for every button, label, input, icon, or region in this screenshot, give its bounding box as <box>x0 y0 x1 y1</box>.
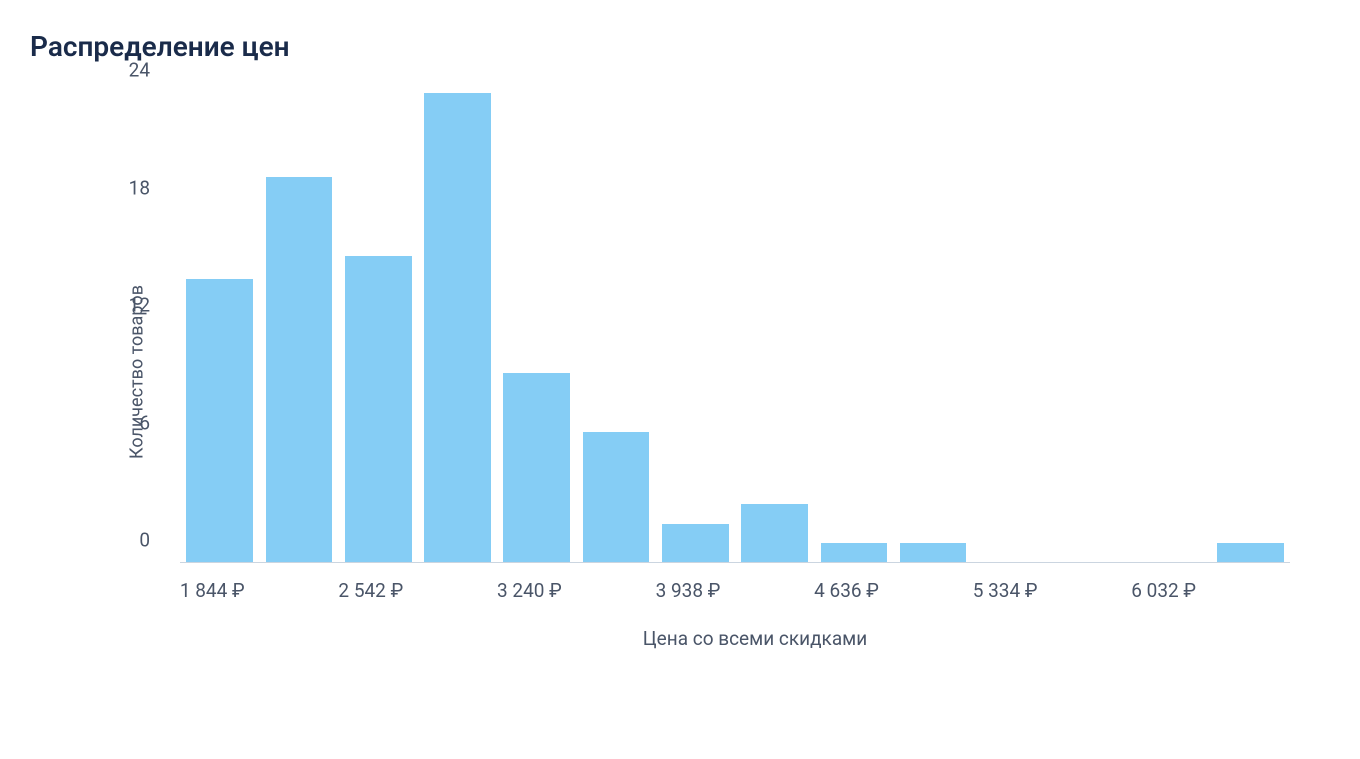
histogram-bar <box>741 504 808 563</box>
histogram-bar <box>821 543 888 563</box>
bar-slot <box>894 93 973 563</box>
x-tick-label: 2 542 ₽ <box>338 579 403 602</box>
chart-title: Распределение цен <box>30 30 1330 63</box>
x-tick-label: 5 334 ₽ <box>973 579 1038 602</box>
baseline <box>180 562 1290 563</box>
bar-slot <box>1131 93 1210 563</box>
x-tick-label: 3 938 ₽ <box>656 579 721 602</box>
y-tick-label: 12 <box>110 294 150 317</box>
bar-slot <box>339 93 418 563</box>
bar-slot <box>497 93 576 563</box>
y-tick-label: 18 <box>110 176 150 199</box>
histogram-bar <box>1217 543 1284 563</box>
histogram-bar <box>266 177 333 563</box>
bar-slot <box>656 93 735 563</box>
histogram-bar <box>583 432 650 563</box>
chart-body: Количество товаров 06121824 1 844 ₽2 542… <box>120 93 1330 650</box>
y-tick-label: 0 <box>110 529 150 552</box>
bar-slot <box>1052 93 1131 563</box>
x-tick-label: 3 240 ₽ <box>497 579 562 602</box>
y-tick-label: 24 <box>110 59 150 82</box>
histogram-bar <box>662 524 729 563</box>
bar-slot <box>814 93 893 563</box>
price-distribution-chart: Распределение цен Количество товаров 061… <box>30 30 1330 650</box>
histogram-bar <box>345 256 412 563</box>
bar-slot <box>180 93 259 563</box>
histogram-bar <box>900 543 967 563</box>
histogram-bar <box>424 93 491 563</box>
x-tick-label: 6 032 ₽ <box>1131 579 1196 602</box>
histogram-bar <box>186 279 253 563</box>
y-tick-label: 6 <box>110 411 150 434</box>
x-tick-label: 1 844 ₽ <box>180 579 245 602</box>
bar-slot <box>973 93 1052 563</box>
x-axis-label: Цена со всеми скидками <box>180 627 1330 650</box>
bar-slot <box>259 93 338 563</box>
bar-slot <box>735 93 814 563</box>
histogram-bar <box>503 373 570 563</box>
bar-slot <box>418 93 497 563</box>
x-tick-label: 4 636 ₽ <box>814 579 879 602</box>
bar-slot <box>1211 93 1290 563</box>
plot-area: 06121824 <box>120 93 1290 563</box>
x-ticks: 1 844 ₽ 2 542 ₽ 3 240 ₽ 3 938 ₽ 4 636 ₽ 5 334… <box>180 579 1290 609</box>
bar-slot <box>576 93 655 563</box>
bars-container <box>180 93 1290 563</box>
